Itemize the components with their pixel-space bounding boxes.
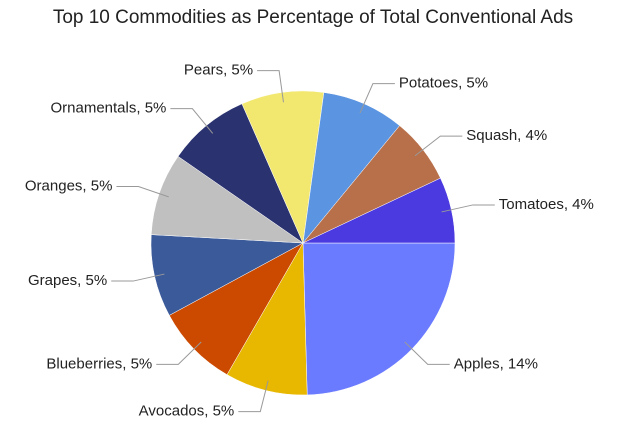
data-label: Ornamentals, 5% — [50, 100, 166, 117]
data-label: Oranges, 5% — [25, 177, 113, 194]
leader-line — [257, 70, 284, 103]
leader-line — [111, 273, 165, 282]
leader-line — [156, 341, 202, 365]
data-label: Pears, 5% — [184, 62, 253, 79]
data-label: Potatoes, 5% — [399, 75, 488, 92]
data-label: Apples, 14% — [454, 355, 538, 372]
leader-line — [170, 108, 214, 134]
leader-line — [404, 341, 450, 365]
data-label: Tomatoes, 4% — [499, 196, 594, 213]
chart-title: Top 10 Commodities as Percentage of Tota… — [53, 7, 573, 28]
pie-slice — [302, 242, 456, 396]
data-label: Avocados, 5% — [139, 403, 235, 420]
leader-line — [116, 186, 169, 198]
data-label: Grapes, 5% — [28, 272, 107, 289]
leader-line — [359, 83, 395, 114]
leader-line — [414, 135, 463, 157]
data-label: Blueberries, 5% — [46, 355, 152, 372]
data-label: Squash, 4% — [466, 127, 547, 144]
leader-line — [441, 204, 495, 213]
leader-line — [238, 380, 269, 413]
